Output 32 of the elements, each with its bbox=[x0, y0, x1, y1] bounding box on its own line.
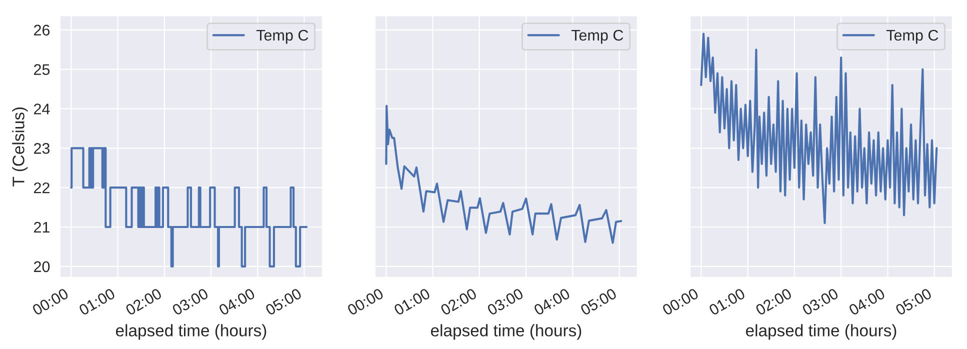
legend-label: Temp C bbox=[886, 30, 938, 44]
y-tick-label: 23 bbox=[34, 143, 50, 154]
x-tick-label: 00:00 bbox=[32, 288, 70, 316]
x-axis-title: elapsed time (hours) bbox=[430, 324, 582, 340]
x-tick-label: 05:00 bbox=[580, 288, 618, 316]
y-tick-label: 22 bbox=[34, 182, 50, 194]
y-tick-label: 25 bbox=[34, 64, 50, 76]
x-tick-label: 04:00 bbox=[533, 288, 571, 316]
y-tick-label: 26 bbox=[34, 24, 50, 36]
x-tick-label: 01:00 bbox=[393, 288, 431, 316]
x-axis-title: elapsed time (hours) bbox=[746, 324, 896, 340]
x-tick-label: 04:00 bbox=[848, 288, 886, 316]
y-tick-label: 21 bbox=[34, 222, 50, 233]
legend-label: Temp C bbox=[571, 30, 624, 44]
x-tick-label: 03:00 bbox=[802, 288, 840, 316]
x-tick-label: 05:00 bbox=[894, 288, 932, 316]
y-tick-label: 20 bbox=[34, 261, 50, 272]
x-tick-label: 02:00 bbox=[754, 288, 792, 316]
y-axis-title: T (Celsius) bbox=[12, 107, 28, 186]
x-tick-label: 03:00 bbox=[172, 288, 210, 316]
y-tick-label: 24 bbox=[34, 104, 50, 114]
x-tick-label: 01:00 bbox=[708, 288, 746, 316]
x-tick-label: 01:00 bbox=[78, 288, 116, 316]
x-tick-label: 03:00 bbox=[486, 288, 524, 316]
x-tick-label: 05:00 bbox=[264, 288, 302, 316]
x-tick-label: 00:00 bbox=[346, 288, 384, 316]
x-tick-label: 00:00 bbox=[662, 288, 700, 316]
x-tick-label: 02:00 bbox=[124, 288, 162, 316]
x-tick-label: 04:00 bbox=[218, 288, 256, 316]
legend-label: Temp C bbox=[256, 30, 308, 44]
x-axis-title: elapsed time (hours) bbox=[116, 324, 266, 340]
x-tick-label: 02:00 bbox=[440, 288, 478, 316]
